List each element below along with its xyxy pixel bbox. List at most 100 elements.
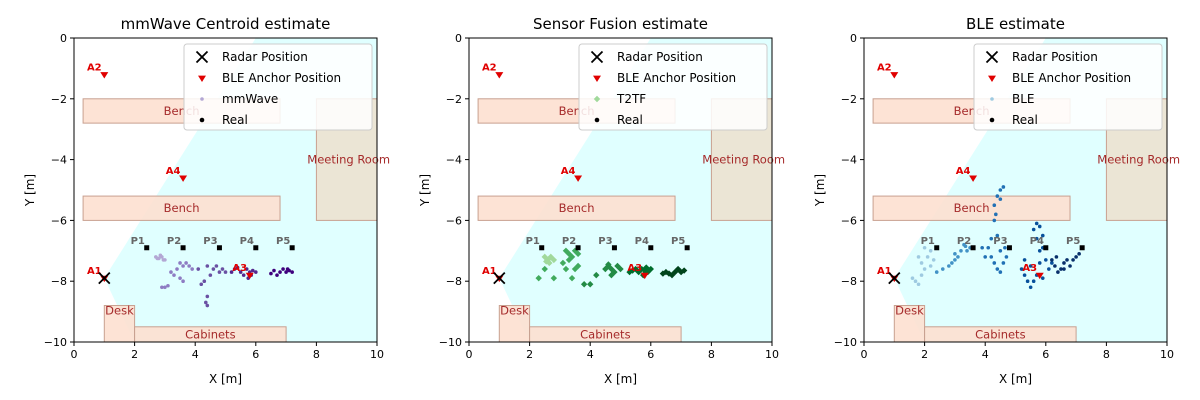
estimate-point-1-5 [559, 259, 567, 267]
region-label-3: Desk [500, 304, 529, 318]
estimate-point-2-11 [223, 270, 228, 274]
region-label-1: Bench [164, 201, 200, 215]
estimate-point-3-18 [1028, 264, 1033, 268]
anchor-marker-2 [574, 175, 583, 182]
x-tick-label-0: 0 [466, 348, 473, 361]
y-tick-label-4: −8 [51, 275, 67, 288]
anchor-label-1: A2 [87, 62, 102, 73]
estimate-point-1-8 [181, 279, 185, 284]
estimate-point-4-8 [1077, 252, 1081, 256]
x-tick-label-0: 0 [71, 348, 78, 361]
estimate-point-4-3 [284, 270, 288, 274]
estimate-point-4-5 [680, 267, 688, 274]
radar-position-marker [888, 272, 901, 285]
estimate-point-1-10 [541, 265, 548, 273]
anchor-label-0: A1 [877, 266, 892, 277]
anchor-label-3: A3 [627, 263, 642, 274]
estimate-point-2-10 [605, 261, 612, 268]
real-point-0 [539, 245, 545, 251]
estimate-point-2-11 [998, 188, 1003, 192]
estimate-point-2-3 [995, 267, 1000, 271]
legend-marker-estimate [593, 95, 601, 103]
estimate-point-4-6 [668, 271, 676, 279]
anchor-label-3: A3 [232, 263, 247, 274]
estimate-point-0-8 [916, 255, 921, 259]
x-tick-label-3: 6 [647, 348, 654, 361]
estimate-point-2-15 [989, 236, 994, 241]
estimate-point-3-7 [626, 268, 633, 276]
estimate-point-4-0 [272, 268, 276, 273]
estimate-point-1-9 [950, 261, 954, 265]
estimate-point-2-5 [1001, 261, 1006, 265]
real-point-0 [144, 245, 150, 251]
legend-marker-real [199, 117, 205, 123]
y-tick-label-1: −2 [51, 93, 67, 106]
y-tick-label-3: −6 [446, 214, 462, 227]
anchor-marker-2 [969, 175, 978, 182]
region-label-4: Cabinets [975, 327, 1025, 341]
legend-entry-1: BLE Anchor Position [222, 71, 341, 85]
estimate-point-2-7 [995, 233, 1000, 238]
estimate-point-1-10 [953, 252, 957, 256]
estimate-point-1-8 [956, 255, 960, 259]
real-point-4 [1079, 245, 1085, 251]
estimate-point-3-6 [1037, 261, 1042, 265]
estimate-point-2-12 [196, 267, 201, 271]
legend-marker-real [989, 117, 995, 123]
x-tick-label-3: 6 [1042, 348, 1049, 361]
estimate-point-2-6 [602, 265, 609, 273]
estimate-point-4-5 [1068, 264, 1072, 268]
estimate-point-3-3 [1028, 285, 1033, 290]
estimate-point-1-7 [178, 276, 182, 280]
estimate-point-1-11 [163, 285, 167, 290]
y-axis-label: Y [m] [23, 174, 37, 207]
estimate-point-3-14 [1044, 258, 1048, 262]
estimate-point-4-4 [1065, 258, 1069, 262]
anchor-marker-2 [179, 175, 188, 182]
estimate-point-2-1 [989, 255, 994, 259]
legend-box [578, 43, 768, 131]
x-tick-label-2: 4 [192, 348, 199, 361]
real-point-label-3: P4 [635, 236, 649, 247]
anchor-label-1: A2 [482, 62, 497, 73]
real-point-4 [684, 245, 690, 251]
estimate-point-1-5 [190, 267, 194, 271]
legend-entry-2: T2TF [616, 92, 646, 106]
estimate-point-2-10 [995, 194, 1000, 198]
estimate-point-1-0 [178, 261, 182, 265]
estimate-point-3-1 [1022, 273, 1027, 277]
legend-marker-radar [195, 50, 209, 64]
y-tick-label-2: −4 [51, 154, 67, 167]
anchor-label-2: A4 [166, 166, 181, 177]
estimate-point-1-9 [568, 274, 576, 282]
x-tick-label-2: 4 [587, 348, 594, 361]
anchor-marker-1 [890, 72, 899, 79]
estimate-point-1-7 [571, 265, 579, 273]
anchor-marker-1 [495, 72, 504, 79]
legend-entry-1: BLE Anchor Position [1012, 71, 1131, 85]
estimate-point-1-1 [940, 267, 945, 271]
estimate-point-2-12 [1001, 185, 1006, 189]
estimate-point-3-9 [643, 264, 650, 271]
x-tick-label-0: 0 [861, 348, 868, 361]
estimate-point-0-9 [919, 261, 924, 265]
estimate-point-4-1 [278, 270, 282, 274]
region-1 [872, 195, 1071, 221]
estimate-point-1-1 [181, 264, 185, 268]
estimate-point-1-9 [169, 270, 173, 274]
estimate-point-3-1 [238, 270, 243, 274]
y-tick-label-3: −6 [841, 214, 857, 227]
anchor-label-2: A4 [956, 166, 971, 177]
estimate-point-2-3 [614, 262, 621, 270]
estimate-point-2-2 [992, 261, 997, 265]
region-label-2: Meeting Room [307, 153, 390, 167]
estimate-point-2-13 [998, 197, 1003, 201]
estimate-point-2-8 [587, 281, 594, 288]
legend: Radar Position BLE Anchor Position BLE Real [973, 43, 1163, 131]
region-label-1: Bench [559, 201, 595, 215]
real-point-4 [289, 245, 295, 251]
real-point-label-1: P2 [957, 236, 971, 247]
estimate-point-2-8 [205, 303, 210, 308]
